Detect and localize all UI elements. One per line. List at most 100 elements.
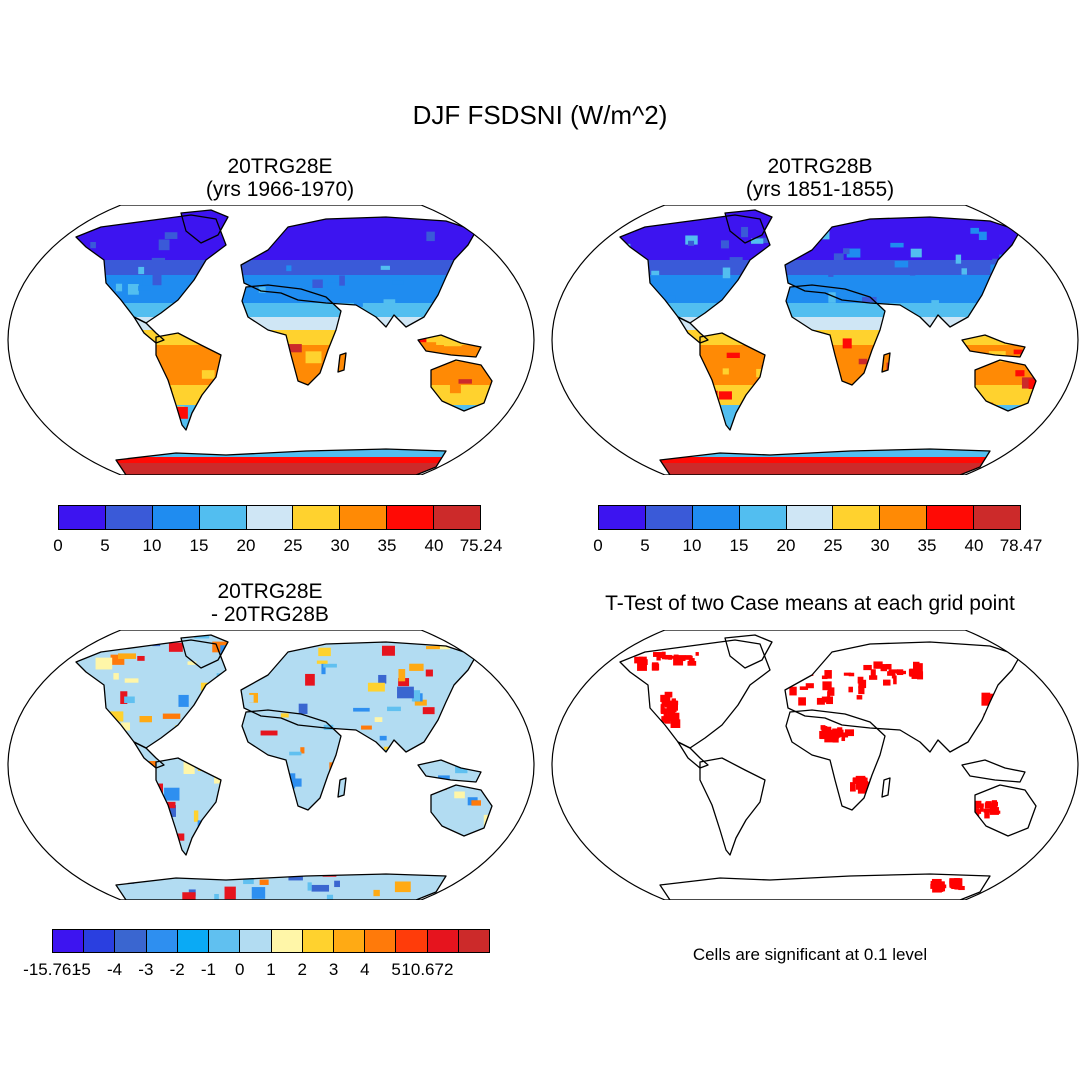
panel-3-colorbar-label: 1 xyxy=(266,960,276,979)
map-4-significant-cell xyxy=(661,651,666,660)
map-1-shading-patch xyxy=(138,285,151,291)
map-3-shading-patch xyxy=(451,848,467,856)
map-3-shading-patch xyxy=(23,881,28,890)
map-3-shading-patch xyxy=(27,668,42,671)
panel-2-colorbar-swatch xyxy=(692,506,740,529)
map-4-significant-cell xyxy=(966,806,970,813)
map-2-shading-patch xyxy=(771,407,780,416)
map-4-significant-cell xyxy=(698,819,703,826)
map-4-significant-cell xyxy=(995,690,1000,695)
map-1-shading-patch xyxy=(449,381,461,394)
map-4-significant-cell xyxy=(691,825,699,833)
map-1-shading-patch xyxy=(345,398,360,404)
map-1-shading-patch xyxy=(214,274,223,283)
map-3-shading-patch xyxy=(146,770,153,776)
map-4-significant-cell xyxy=(998,709,1008,714)
map-1-shading-patch xyxy=(304,392,312,401)
map-4-significant-cell xyxy=(880,664,888,672)
map-3-shading-patch xyxy=(445,714,456,722)
map-4-significant-cell xyxy=(984,810,990,819)
panel-3-colorbar-label: 2 xyxy=(297,960,308,979)
map-4-significant-cell xyxy=(669,712,680,722)
panel-1-colorbar-swatch xyxy=(293,506,341,529)
map-3-shading-patch xyxy=(99,734,112,740)
map-2-shading-patch xyxy=(629,358,647,370)
map-4-significant-cell xyxy=(913,661,920,671)
map-3-shading-patch xyxy=(258,738,276,748)
map-3-shading-patch xyxy=(193,810,199,822)
map-2-australia-landmass xyxy=(974,359,1037,412)
map-4-significant-cell xyxy=(798,697,806,706)
map-3-shading-patch xyxy=(291,809,301,814)
map-3-australia-landmass xyxy=(430,784,493,837)
map-1-shading-band xyxy=(76,405,492,435)
map-1-shading-patch xyxy=(30,384,41,395)
map-3-shading-patch xyxy=(394,881,411,893)
map-3-shading-patch xyxy=(219,835,229,846)
map-4-significant-cell xyxy=(995,720,1006,728)
map-3-shading-patch xyxy=(190,707,207,718)
map-2-shading-patch xyxy=(890,242,904,248)
map-4-significant-cell xyxy=(858,686,865,695)
map-3-shading-patch xyxy=(12,853,16,866)
map-2-shading-patch xyxy=(955,254,962,264)
map-3-shading-patch xyxy=(292,862,297,874)
map-2-shading-patch xyxy=(894,260,909,268)
map-4-significant-cell xyxy=(684,655,692,660)
map-3-shading-patch xyxy=(44,651,60,658)
map-4-significant-cell xyxy=(704,829,711,837)
panel-2-colorbar-label: 35 xyxy=(917,536,937,555)
map-1-shading-patch xyxy=(42,383,59,391)
map-1-shading-patch xyxy=(138,266,145,275)
map-3-shading-patch xyxy=(422,707,435,715)
map-3-shading-patch xyxy=(452,714,458,725)
map-4-significant-cell xyxy=(777,673,782,677)
map-2-shading-patch xyxy=(931,300,939,310)
map-4-significant-cell xyxy=(670,700,679,705)
panel-1-title: 20TRG28E (yrs 1966-1970) xyxy=(30,155,530,201)
map-3-shading-patch xyxy=(508,651,525,655)
map-1-shading-band xyxy=(76,435,492,460)
panel-3-colorbar-swatch xyxy=(458,930,490,952)
map-3-europe-asia-landmass xyxy=(240,641,477,753)
map-3-shading-patch xyxy=(260,730,278,736)
panel-1-colorbar-label: 25 xyxy=(283,536,303,555)
map-1-shading-patch xyxy=(129,404,140,414)
map-2-shading-patch xyxy=(676,380,686,387)
map-1-shading-patch xyxy=(176,386,193,396)
map-2-shading-band xyxy=(620,317,1036,330)
map-2-frame xyxy=(551,205,1079,475)
map-3-shading-patch xyxy=(409,663,424,671)
map-4-significant-cell xyxy=(670,719,681,728)
panel-3-colorbar-swatch xyxy=(53,930,85,952)
map-1-shading-patch xyxy=(254,380,262,392)
map-3-shading-patch xyxy=(379,735,387,741)
map-2-shading-patch xyxy=(932,336,942,342)
map-2-shading-patch xyxy=(625,262,633,270)
map-3-shading-patch xyxy=(117,753,130,765)
map-3-shading-patch xyxy=(494,830,498,839)
map-2-africa-landmass xyxy=(785,284,886,386)
map-3-shading-patch xyxy=(404,833,412,845)
map-2-shading-patch xyxy=(862,296,877,303)
map-2-shading-patch xyxy=(909,266,916,276)
map-3-shading-patch xyxy=(216,843,229,851)
map-4-significant-cell xyxy=(828,730,837,737)
panel-1-years: (yrs 1966-1970) xyxy=(205,178,355,201)
map-3-shading-patch xyxy=(465,635,477,637)
map-2-shading-patch xyxy=(961,268,967,275)
map-2-shading-patch xyxy=(700,390,718,399)
panel-3-colorbar-swatch xyxy=(84,930,116,952)
map-1-shading-patch xyxy=(53,375,61,379)
map-4-significant-cell xyxy=(637,662,647,671)
panel-3-title: 20TRG28E - 20TRG28B xyxy=(20,580,520,626)
map-3-shading-patch xyxy=(323,724,334,730)
panel-1-colorbar-label: 5 xyxy=(100,536,110,555)
panel-4-title: T-Test of two Case means at each grid po… xyxy=(605,592,1015,615)
map-3-shading-patch xyxy=(81,721,95,730)
map-4-significant-cell xyxy=(965,804,976,811)
map-3-shading-patch xyxy=(162,713,181,719)
map-4-north-america-landmass xyxy=(619,639,771,749)
map-3-shading-patch xyxy=(411,690,421,702)
map-4-significant-cell xyxy=(993,719,998,727)
